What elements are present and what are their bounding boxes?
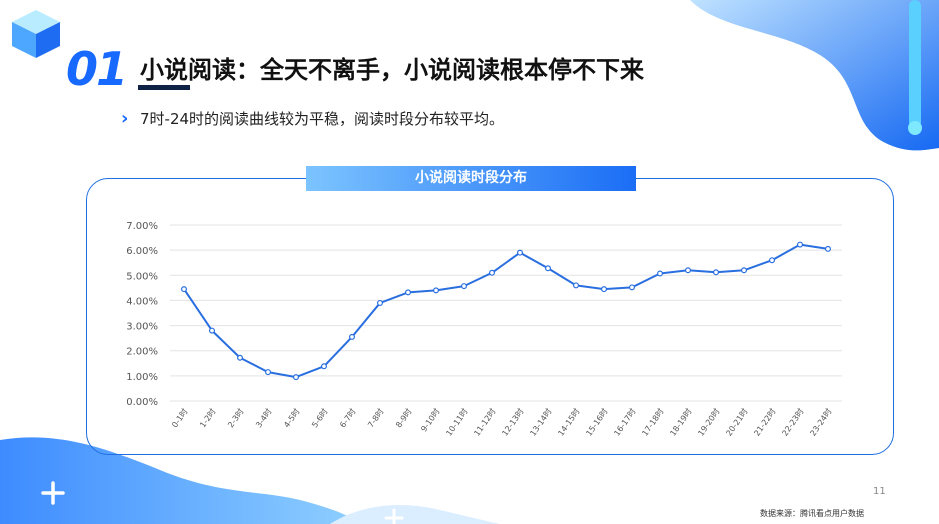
y-tick-label: 6.00% (126, 246, 158, 257)
data-point (208, 327, 215, 334)
data-point (321, 363, 328, 370)
data-point (545, 265, 552, 272)
x-tick-label: 11-12时 (472, 406, 498, 437)
x-tick-label: 5-6时 (309, 406, 329, 429)
title-underline (138, 85, 190, 90)
x-tick-label: 18-19时 (668, 406, 694, 437)
data-point (712, 269, 719, 276)
chevron-right-icon: › (121, 108, 129, 129)
x-tick-label: 2-3时 (225, 406, 245, 429)
x-tick-label: 13-14时 (528, 406, 554, 437)
x-tick-label: 0-1时 (169, 406, 189, 429)
data-point (293, 374, 300, 381)
x-tick-label: 17-18时 (640, 406, 666, 437)
x-tick-label: 16-17时 (612, 406, 638, 437)
data-point (377, 299, 384, 306)
data-point (740, 267, 747, 274)
x-tick-label: 8-9时 (393, 406, 413, 429)
x-tick-label: 14-15时 (556, 406, 582, 437)
line-chart: 0.00% 1.00% 2.00% 3.00% 4.00% 5.00% 6.00% 7.00%… (126, 221, 842, 438)
top-right-dot (908, 121, 922, 135)
data-point (265, 369, 272, 376)
series-line (183, 243, 829, 379)
data-point (684, 267, 691, 274)
x-tick-label: 12-13时 (500, 406, 526, 437)
data-point (349, 333, 356, 340)
data-source: 数据来源：腾讯看点用户数据 (760, 509, 864, 518)
data-point (517, 249, 524, 256)
data-point (237, 354, 244, 361)
x-tick-label: 1-2时 (197, 406, 217, 429)
data-point (601, 286, 608, 293)
cube-icon (12, 10, 60, 58)
data-point (768, 257, 775, 264)
x-tick-label: 9-10时 (418, 406, 441, 433)
data-point (824, 245, 831, 252)
x-tick-label: 7-8时 (365, 406, 385, 429)
data-point (180, 286, 187, 293)
x-tick-label: 21-22时 (752, 406, 778, 437)
page-title: 小说阅读：全天不离手，小说阅读根本停不下来 (140, 56, 644, 84)
y-tick-label: 1.00% (126, 372, 158, 383)
data-point (628, 284, 635, 291)
bottom-left-wave (0, 437, 360, 524)
y-tick-label: 7.00% (126, 221, 158, 232)
x-tick-label: 19-20时 (696, 406, 722, 437)
y-tick-label: 2.00% (126, 347, 158, 358)
panel-title-banner (306, 166, 636, 191)
x-tick-label: 6-7时 (337, 406, 357, 429)
data-point (656, 270, 663, 277)
x-tick-label: 23-24时 (808, 406, 834, 437)
x-tick-label: 22-23时 (780, 406, 806, 437)
data-point (573, 282, 580, 289)
subtitle: 7时-24时的阅读曲线较为平稳，阅读时段分布较平均。 (140, 110, 505, 128)
section-number: 01 (66, 42, 128, 96)
data-point (433, 287, 440, 294)
chart-title: 小说阅读时段分布 (415, 170, 527, 186)
top-right-bar (909, 0, 921, 128)
bottom-wave-2 (330, 504, 500, 524)
x-tick-label: 20-21时 (724, 406, 750, 437)
x-tick-label: 10-11时 (444, 406, 470, 437)
data-point (796, 241, 803, 248)
y-tick-label: 0.00% (126, 397, 158, 408)
data-point (489, 269, 496, 276)
data-point (405, 289, 412, 296)
plus-icon-small (384, 508, 404, 524)
plus-icon (41, 481, 65, 505)
data-point (461, 283, 468, 290)
y-tick-label: 3.00% (126, 322, 158, 333)
x-tick-label: 15-16时 (584, 406, 610, 437)
page-number: 11 (873, 486, 886, 497)
top-right-wave (690, 0, 939, 151)
x-tick-label: 4-5时 (281, 406, 301, 429)
y-tick-label: 5.00% (126, 271, 158, 282)
x-tick-label: 3-4时 (253, 406, 273, 429)
y-tick-label: 4.00% (126, 296, 158, 307)
